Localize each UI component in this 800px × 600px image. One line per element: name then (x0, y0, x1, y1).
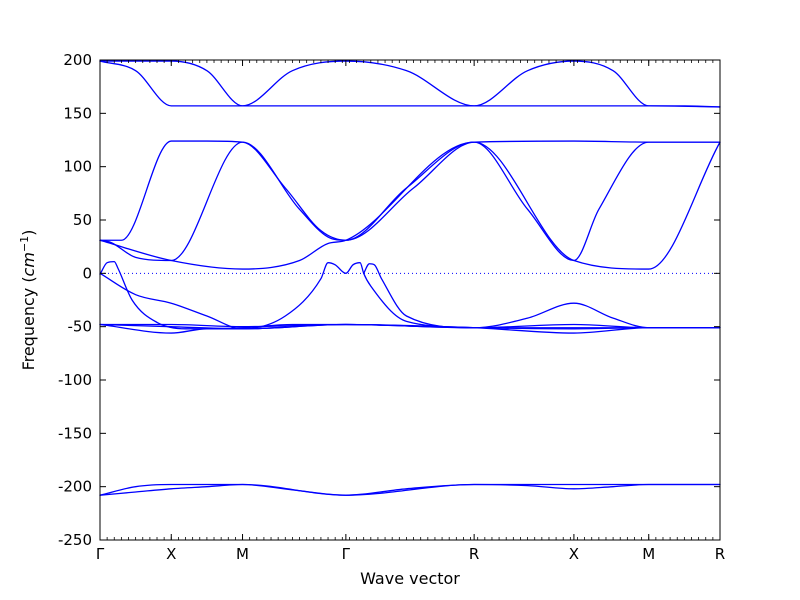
x-tick-label: X (569, 545, 579, 563)
y-tick-label: 100 (63, 158, 92, 176)
band-line-1 (99, 60, 721, 108)
band-line-7 (99, 262, 475, 330)
y-axis-label: Frequency (cm−1) (18, 230, 38, 371)
y-axis-label-unit: cm (19, 252, 38, 276)
band-line-4 (99, 141, 721, 262)
x-tick-label: Γ (342, 545, 351, 563)
band-line-8 (363, 263, 721, 329)
x-tick-label: M (236, 545, 249, 563)
band-line-3 (99, 140, 721, 241)
y-tick-label: -50 (68, 318, 93, 336)
x-tick-label: R (715, 545, 725, 563)
y-tick-label: -250 (58, 531, 92, 549)
y-axis-label-suffix: ) (19, 230, 38, 236)
y-tick-label: 0 (82, 264, 92, 282)
x-tick-label: Γ (96, 545, 105, 563)
y-tick-label: -100 (58, 371, 92, 389)
y-tick-label: -200 (58, 478, 92, 496)
x-tick-label: M (642, 545, 655, 563)
y-tick-label: 200 (63, 51, 92, 69)
x-tick-label: X (166, 545, 176, 563)
plot-frame (99, 59, 721, 541)
y-tick-label: 150 (63, 104, 92, 122)
y-axis-label-exponent: −1 (18, 236, 31, 252)
band-line-11 (99, 323, 721, 329)
x-tick-label: R (469, 545, 479, 563)
x-axis-label: Wave vector (360, 569, 460, 588)
y-tick-label: -150 (58, 424, 92, 442)
band-line-6 (99, 260, 721, 330)
y-axis-label-prefix: Frequency ( (19, 276, 38, 370)
band-line-5 (99, 141, 721, 270)
band-line-2 (99, 60, 721, 108)
y-tick-label: 50 (73, 211, 92, 229)
band-line-13 (99, 483, 721, 496)
